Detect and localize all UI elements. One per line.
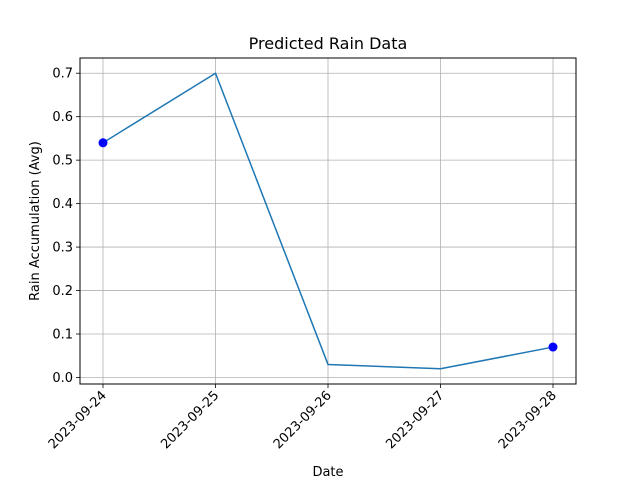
y-tick-label: 0.4 (52, 197, 73, 212)
y-tick-label: 0.0 (52, 371, 73, 386)
grid (80, 58, 576, 384)
y-tick-label: 0.3 (52, 241, 73, 256)
points-layer (98, 138, 558, 352)
y-tick-label: 0.2 (52, 284, 73, 299)
chart-title: Predicted Rain Data (249, 34, 408, 53)
series-layer (102, 72, 554, 370)
y-axis-label: Rain Accumulation (Avg) (28, 141, 43, 301)
y-axis: 0.0 0.1 0.2 0.3 0.4 0.5 0.6 0.7 (52, 67, 80, 386)
y-tick-label: 0.7 (52, 67, 73, 82)
highlight-point (98, 138, 108, 148)
y-tick-label: 0.5 (52, 154, 73, 169)
series-line (102, 72, 554, 370)
y-tick-label: 0.6 (52, 110, 73, 125)
y-tick-label: 0.1 (52, 328, 73, 343)
x-axis-label: Date (312, 465, 343, 480)
highlight-point (548, 342, 558, 352)
